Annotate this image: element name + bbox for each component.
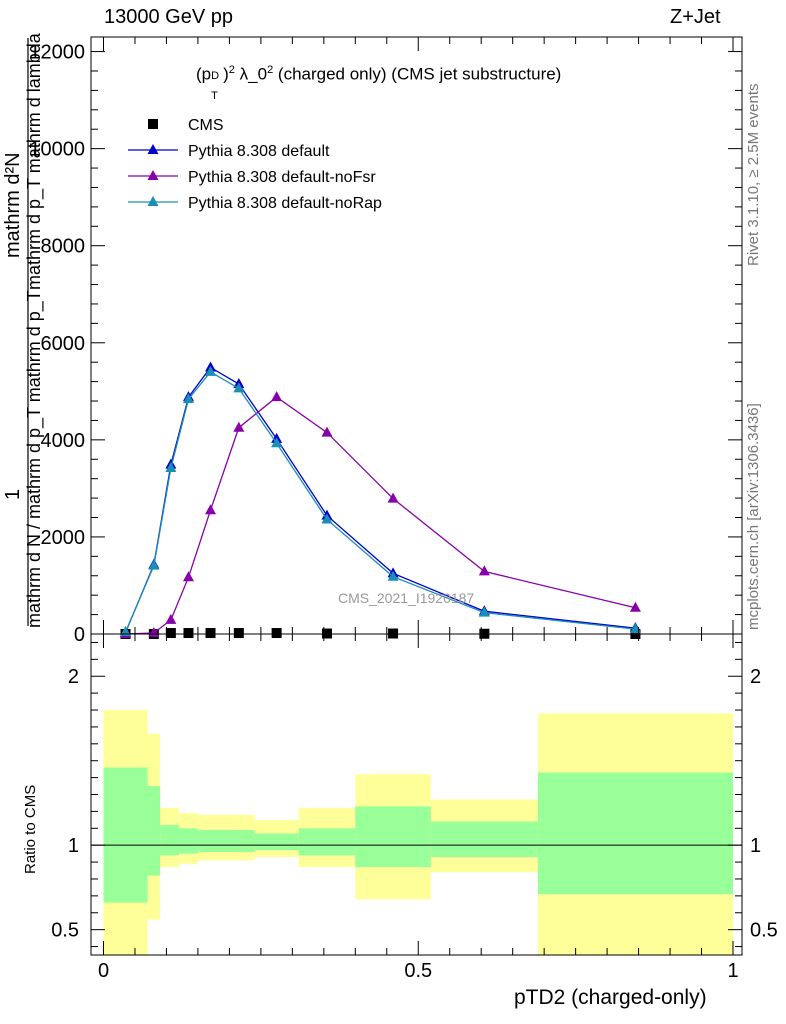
x-tick-label: 0: [98, 960, 109, 982]
x-tick-label: 1: [727, 960, 738, 982]
y-tick-label: 8000: [41, 236, 86, 258]
ratio-y-tick-label-right: 1: [750, 835, 761, 857]
y-tick-label: 10000: [29, 139, 85, 161]
legend-marker-2: [147, 170, 159, 180]
plot-title: (p D T)2 λ_02 (charged only) (CMS jet subs…: [196, 64, 562, 102]
cms-data-point: [183, 628, 194, 639]
series-marker-2: [148, 627, 160, 638]
series-marker-3: [387, 570, 399, 581]
watermark: CMS_2021_I1920187: [338, 590, 475, 606]
mcplots-label: mcplots.cern.ch [arXiv:1306.3436]: [745, 403, 762, 630]
rivet-label: Rivet 3.1.10, ≥ 2.5M events: [745, 83, 762, 267]
ratio-band-green-9: [537, 772, 733, 895]
ratio-band-green-1: [147, 786, 161, 876]
series-marker-3: [233, 382, 245, 393]
series-marker-2: [271, 391, 283, 402]
ratio-y-tick-label-right: 0.5: [750, 920, 778, 942]
y-axis-label-numerator: mathrm d²N: [2, 152, 24, 258]
axes: 0 2000 4000 6000 8000 10000 12000 0 0.5 1 0.5 0.5 1 1…: [27, 36, 778, 982]
legend-marker-cms: [148, 119, 158, 129]
main-panel: CMS Pythia 8.308 default Pythia 8.308 defa…: [120, 117, 641, 639]
y-axis-label-one: 1: [2, 488, 24, 500]
ratio-band-green-6: [298, 828, 356, 856]
legend-entry: Pythia 8.308 default-noRap: [188, 195, 382, 212]
legend-marker-3: [147, 196, 159, 206]
ratio-band-green-0: [103, 767, 148, 903]
y-tick-label: 2000: [41, 527, 86, 549]
series-marker-3: [271, 437, 283, 448]
cms-data-point: [271, 628, 282, 639]
series-marker-3: [165, 462, 177, 473]
legend-marker-1: [147, 144, 159, 154]
ratio-band-green-5: [254, 833, 299, 851]
series-marker-3: [148, 559, 160, 570]
legend-entry: Pythia 8.308 default-noFsr: [188, 169, 376, 186]
series-marker-2: [182, 571, 194, 582]
y-tick-label: 12000: [29, 42, 85, 64]
header-right: Z+Jet: [670, 6, 721, 28]
series-marker-2: [233, 421, 245, 432]
cms-data-point: [233, 628, 244, 639]
y-tick-label: 0: [74, 624, 85, 646]
ratio-band-green-8: [430, 821, 538, 858]
x-axis-label: pTD2 (charged-only): [514, 986, 707, 1009]
ratio-y-tick-label: 1: [68, 835, 79, 857]
ratio-y-tick-label: 0.5: [51, 920, 79, 942]
ratio-y-label: Ratio to CMS: [22, 784, 39, 874]
ratio-band-green-7: [355, 806, 431, 868]
series-marker-2: [321, 426, 333, 437]
y-tick-label: 6000: [41, 333, 86, 355]
series-marker-2: [629, 601, 641, 612]
ratio-band-green-3: [179, 828, 198, 854]
ratio-band-green-4: [197, 829, 255, 852]
y-axis-label-numerator-sub: mathrm d p_T mathrm d lambda: [24, 33, 44, 290]
ratio-y-tick-label: 2: [68, 666, 79, 688]
series-marker-2: [478, 565, 490, 576]
series-marker-2: [387, 492, 399, 503]
series-marker-3: [321, 513, 333, 524]
y-tick-label: 4000: [41, 430, 86, 452]
cms-data-point: [205, 628, 216, 639]
ratio-panel: [91, 710, 742, 955]
series-marker-3: [478, 606, 490, 617]
y-axis-label-denominator: mathrm d N / mathrm d p_T mathrm d p_T: [24, 290, 44, 628]
series-marker-3: [182, 393, 194, 404]
legend-entry: Pythia 8.308 default: [188, 143, 330, 160]
series-marker-3: [205, 365, 217, 376]
series-marker-2: [165, 613, 177, 624]
cms-data-point: [165, 628, 176, 639]
header-left: 13000 GeV pp: [104, 6, 233, 28]
x-tick-label: 0.5: [404, 960, 432, 982]
legend-entry: CMS: [188, 117, 224, 134]
ratio-band-green-2: [160, 824, 180, 856]
series-marker-2: [205, 504, 217, 515]
ratio-y-tick-label-right: 2: [750, 666, 761, 688]
